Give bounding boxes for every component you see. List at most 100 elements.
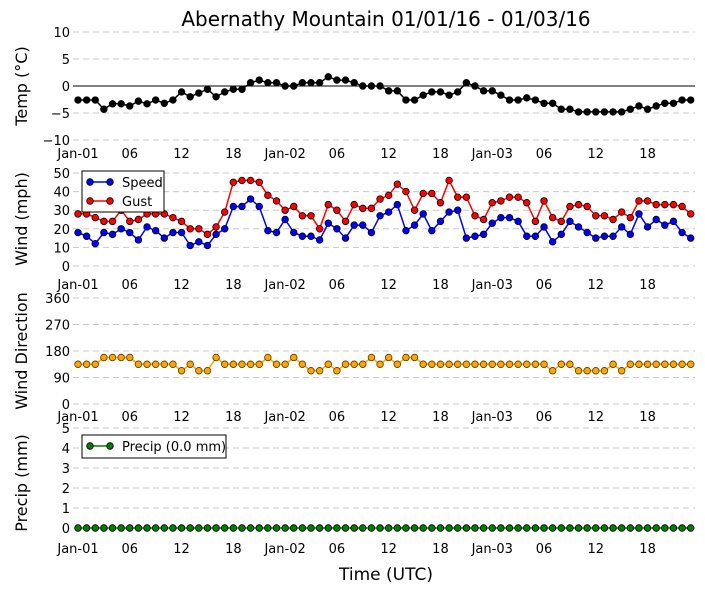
x-tick-label: 18 xyxy=(639,278,656,293)
data-point xyxy=(445,208,453,216)
data-point xyxy=(91,524,99,532)
data-point xyxy=(488,199,496,207)
x-tick-label: 12 xyxy=(380,278,397,293)
data-point xyxy=(600,367,609,375)
data-point xyxy=(548,238,557,246)
data-point xyxy=(315,225,324,233)
data-point xyxy=(341,76,350,84)
y-tick-label: 0 xyxy=(62,398,70,413)
data-point xyxy=(290,82,298,90)
x-tick-label: Jan-02 xyxy=(263,278,305,293)
data-point xyxy=(652,360,660,368)
data-point xyxy=(514,524,522,532)
data-point xyxy=(264,524,272,532)
data-point xyxy=(126,228,134,237)
data-point xyxy=(548,99,557,107)
x-tick-label: 12 xyxy=(588,147,605,162)
data-point xyxy=(592,108,600,116)
series-temp xyxy=(74,73,695,116)
data-point xyxy=(557,217,565,226)
data-point xyxy=(100,217,108,226)
series-speed xyxy=(74,195,695,250)
data-point xyxy=(341,234,350,242)
data-point xyxy=(169,524,177,532)
data-point xyxy=(471,212,479,220)
data-point xyxy=(341,524,350,532)
data-point xyxy=(221,208,229,216)
data-point xyxy=(566,524,574,532)
data-point xyxy=(298,212,307,220)
data-point xyxy=(445,91,453,99)
data-point xyxy=(548,367,557,375)
data-point xyxy=(350,221,358,229)
data-point xyxy=(307,212,315,220)
data-point xyxy=(126,353,134,362)
data-point xyxy=(367,82,376,90)
x-tick-label: 06 xyxy=(122,542,139,557)
data-point xyxy=(307,524,315,532)
data-point xyxy=(592,212,600,220)
data-point xyxy=(523,232,531,240)
data-point xyxy=(479,230,488,239)
data-point xyxy=(419,210,427,218)
data-point xyxy=(583,202,591,211)
data-point xyxy=(436,524,445,532)
data-point xyxy=(272,360,281,368)
x-tick-label: Jan-01 xyxy=(56,278,98,293)
data-point xyxy=(367,524,376,532)
data-point xyxy=(445,176,453,185)
data-point xyxy=(229,524,238,532)
x-tick-label: 06 xyxy=(329,542,346,557)
x-tick-label: 06 xyxy=(329,410,346,425)
data-point xyxy=(393,180,402,188)
data-point xyxy=(678,228,686,237)
data-point xyxy=(531,217,540,226)
y-tick-label: 2 xyxy=(62,482,70,497)
data-point xyxy=(350,360,358,368)
data-point xyxy=(143,360,151,368)
x-tick-label: 18 xyxy=(432,542,449,557)
data-point xyxy=(117,100,125,108)
data-point xyxy=(134,97,143,105)
data-point xyxy=(177,217,186,226)
data-point xyxy=(617,524,626,532)
data-point xyxy=(212,230,220,239)
data-point xyxy=(298,232,307,240)
data-point xyxy=(315,367,324,375)
data-point xyxy=(557,524,565,532)
data-point xyxy=(566,217,574,226)
data-point xyxy=(74,524,82,532)
series-line xyxy=(78,75,691,113)
legend-box xyxy=(81,170,165,213)
data-point xyxy=(151,226,160,235)
x-tick-label: Jan-02 xyxy=(263,410,305,425)
data-point xyxy=(592,367,600,375)
data-point xyxy=(566,360,574,368)
data-point xyxy=(419,360,427,368)
y-axis-label: Wind (mph) xyxy=(12,172,31,266)
data-point xyxy=(462,234,471,242)
x-tick-label: Jan-03 xyxy=(471,542,513,557)
data-point xyxy=(177,367,186,375)
data-point xyxy=(652,102,660,110)
data-point xyxy=(82,232,91,240)
data-point xyxy=(410,353,419,362)
data-point xyxy=(212,223,220,231)
data-point xyxy=(367,204,376,213)
data-point xyxy=(264,226,272,235)
data-point xyxy=(557,230,565,239)
data-point xyxy=(272,524,281,532)
data-point xyxy=(108,230,117,239)
data-point xyxy=(669,99,678,107)
data-point xyxy=(445,360,453,368)
data-point xyxy=(419,189,427,198)
y-tick-label: 1 xyxy=(62,502,70,517)
data-point xyxy=(678,524,686,532)
data-point xyxy=(652,200,660,209)
data-point xyxy=(436,360,445,368)
x-axis-label: Time (UTC) xyxy=(338,565,433,585)
data-point xyxy=(100,228,108,237)
data-point xyxy=(74,96,82,104)
data-point xyxy=(540,524,548,532)
data-point xyxy=(324,200,332,209)
